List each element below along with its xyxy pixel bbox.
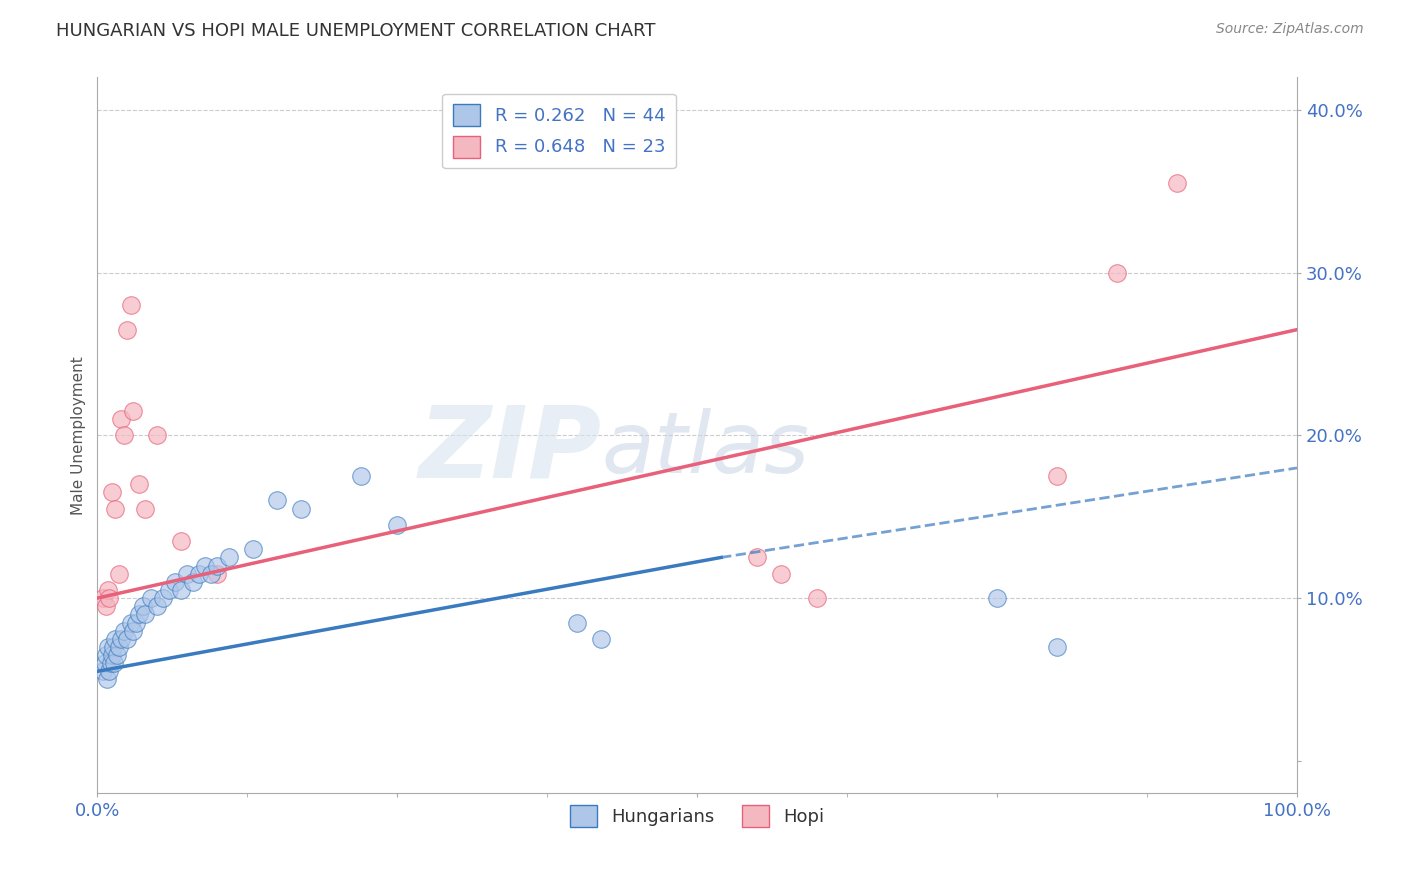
Point bbox=[101, 640, 124, 654]
Point bbox=[567, 615, 589, 630]
Point bbox=[112, 428, 135, 442]
Point bbox=[100, 648, 122, 662]
Point bbox=[152, 591, 174, 606]
Point bbox=[242, 542, 264, 557]
Point bbox=[97, 582, 120, 597]
Text: Source: ZipAtlas.com: Source: ZipAtlas.com bbox=[1216, 22, 1364, 37]
Point bbox=[207, 558, 229, 573]
Point bbox=[170, 582, 193, 597]
Legend: Hungarians, Hopi: Hungarians, Hopi bbox=[562, 798, 831, 834]
Point bbox=[94, 599, 117, 614]
Point bbox=[122, 404, 145, 418]
Y-axis label: Male Unemployment: Male Unemployment bbox=[72, 356, 86, 515]
Point bbox=[108, 566, 131, 581]
Point bbox=[120, 298, 142, 312]
Point bbox=[103, 656, 125, 670]
Point bbox=[1046, 640, 1069, 654]
Point bbox=[176, 566, 198, 581]
Point bbox=[141, 591, 163, 606]
Point bbox=[105, 648, 128, 662]
Point bbox=[1105, 266, 1128, 280]
Point bbox=[1166, 176, 1188, 190]
Point bbox=[125, 615, 148, 630]
Point bbox=[266, 493, 288, 508]
Point bbox=[98, 665, 121, 679]
Point bbox=[986, 591, 1008, 606]
Point bbox=[104, 632, 127, 646]
Point bbox=[194, 558, 217, 573]
Text: ZIP: ZIP bbox=[418, 401, 602, 499]
Point bbox=[770, 566, 793, 581]
Point bbox=[110, 632, 132, 646]
Point bbox=[806, 591, 828, 606]
Point bbox=[128, 477, 150, 491]
Point bbox=[218, 550, 240, 565]
Point bbox=[170, 534, 193, 549]
Point bbox=[134, 501, 156, 516]
Point bbox=[94, 648, 117, 662]
Point bbox=[1046, 469, 1069, 483]
Point bbox=[181, 574, 204, 589]
Text: HUNGARIAN VS HOPI MALE UNEMPLOYMENT CORRELATION CHART: HUNGARIAN VS HOPI MALE UNEMPLOYMENT CORR… bbox=[56, 22, 655, 40]
Point bbox=[200, 566, 222, 581]
Point bbox=[98, 591, 121, 606]
Point bbox=[157, 582, 180, 597]
Point bbox=[100, 656, 122, 670]
Point bbox=[97, 640, 120, 654]
Point bbox=[747, 550, 769, 565]
Point bbox=[104, 501, 127, 516]
Point bbox=[120, 615, 142, 630]
Point bbox=[132, 599, 155, 614]
Point bbox=[387, 517, 409, 532]
Point bbox=[112, 624, 135, 638]
Point bbox=[128, 607, 150, 622]
Point bbox=[122, 624, 145, 638]
Point bbox=[96, 673, 118, 687]
Point bbox=[110, 412, 132, 426]
Point bbox=[93, 656, 115, 670]
Text: atlas: atlas bbox=[602, 409, 810, 491]
Point bbox=[591, 632, 613, 646]
Point bbox=[188, 566, 211, 581]
Point bbox=[93, 591, 115, 606]
Point bbox=[146, 599, 169, 614]
Point bbox=[350, 469, 373, 483]
Point bbox=[117, 323, 139, 337]
Point bbox=[146, 428, 169, 442]
Point bbox=[117, 632, 139, 646]
Point bbox=[134, 607, 156, 622]
Point bbox=[108, 640, 131, 654]
Point bbox=[100, 485, 122, 500]
Point bbox=[290, 501, 312, 516]
Point bbox=[165, 574, 187, 589]
Point bbox=[93, 665, 115, 679]
Point bbox=[207, 566, 229, 581]
